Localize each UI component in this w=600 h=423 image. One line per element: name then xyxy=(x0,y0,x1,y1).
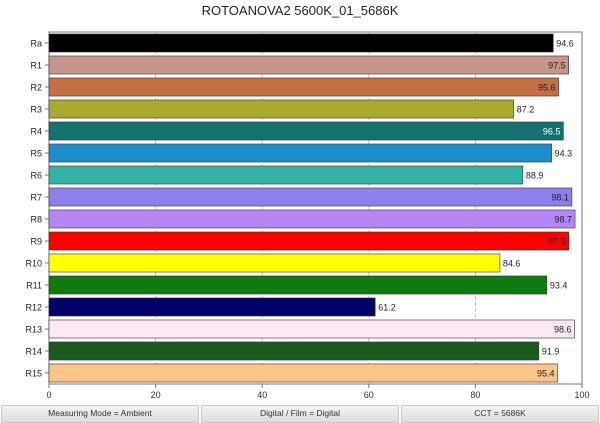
measuring-mode-label: Measuring Mode = Ambient xyxy=(1,405,199,423)
category-label: R6 xyxy=(30,171,42,181)
bar xyxy=(48,121,564,141)
category-label: R8 xyxy=(30,215,42,225)
x-tick-label: 60 xyxy=(364,390,374,400)
value-label: 61.2 xyxy=(378,303,396,313)
cct-label: CCT = 5686K xyxy=(401,405,599,423)
value-label: 84.6 xyxy=(503,259,521,269)
category-label: R14 xyxy=(25,347,42,357)
bar xyxy=(48,253,501,273)
value-label: 97.5 xyxy=(548,61,566,71)
category-label: R2 xyxy=(30,83,42,93)
bar-chart: 0 20 40 60 80 100 Ra 94.6 R1 97.5 R2 95.6 R3 87.2 R4 96… xyxy=(25,31,590,400)
value-label: 94.3 xyxy=(555,149,573,159)
status-footer: Measuring Mode = Ambient Digital / Film … xyxy=(0,405,600,423)
category-label: R4 xyxy=(30,127,42,137)
x-tick-label: 80 xyxy=(470,390,480,400)
bar xyxy=(48,209,576,229)
category-label: R12 xyxy=(25,303,42,313)
digital-film-label: Digital / Film = Digital xyxy=(201,405,399,423)
bar xyxy=(48,55,569,75)
bar xyxy=(48,341,540,361)
bar xyxy=(48,33,554,53)
category-label: Ra xyxy=(30,39,42,49)
value-label: 93.4 xyxy=(550,281,568,291)
bar xyxy=(48,77,559,97)
value-label: 97.5 xyxy=(548,237,566,247)
bar xyxy=(48,143,552,163)
value-label: 98.1 xyxy=(551,193,569,203)
category-label: R10 xyxy=(25,259,42,269)
category-label: R15 xyxy=(25,369,42,379)
value-label: 88.9 xyxy=(526,171,544,181)
category-label: R11 xyxy=(26,281,42,291)
bar xyxy=(48,165,524,185)
value-label: 95.4 xyxy=(537,369,555,379)
category-label: R5 xyxy=(30,149,42,159)
bar xyxy=(48,231,569,251)
category-label: R7 xyxy=(30,193,42,203)
bar xyxy=(48,99,515,119)
chart-title: ROTOANOVA2 5600K_01_5686K xyxy=(201,3,399,18)
category-label: R1 xyxy=(30,61,42,71)
x-tick-label: 0 xyxy=(46,390,51,400)
bar xyxy=(48,319,575,339)
value-label: 95.6 xyxy=(538,83,556,93)
x-tick-label: 20 xyxy=(151,390,161,400)
category-label: R9 xyxy=(30,237,42,247)
bar xyxy=(48,363,558,383)
value-label: 87.2 xyxy=(517,105,535,115)
value-label: 91.9 xyxy=(542,347,560,357)
value-label: 96.5 xyxy=(543,127,561,137)
bar xyxy=(48,187,573,207)
bar xyxy=(48,275,548,295)
x-tick-label: 100 xyxy=(574,390,589,400)
value-label: 98.7 xyxy=(555,215,573,225)
value-label: 98.6 xyxy=(554,325,572,335)
value-label: 94.6 xyxy=(556,39,574,49)
bar xyxy=(48,297,376,317)
category-label: R3 xyxy=(30,105,42,115)
x-tick-label: 40 xyxy=(257,390,267,400)
category-label: R13 xyxy=(25,325,42,335)
